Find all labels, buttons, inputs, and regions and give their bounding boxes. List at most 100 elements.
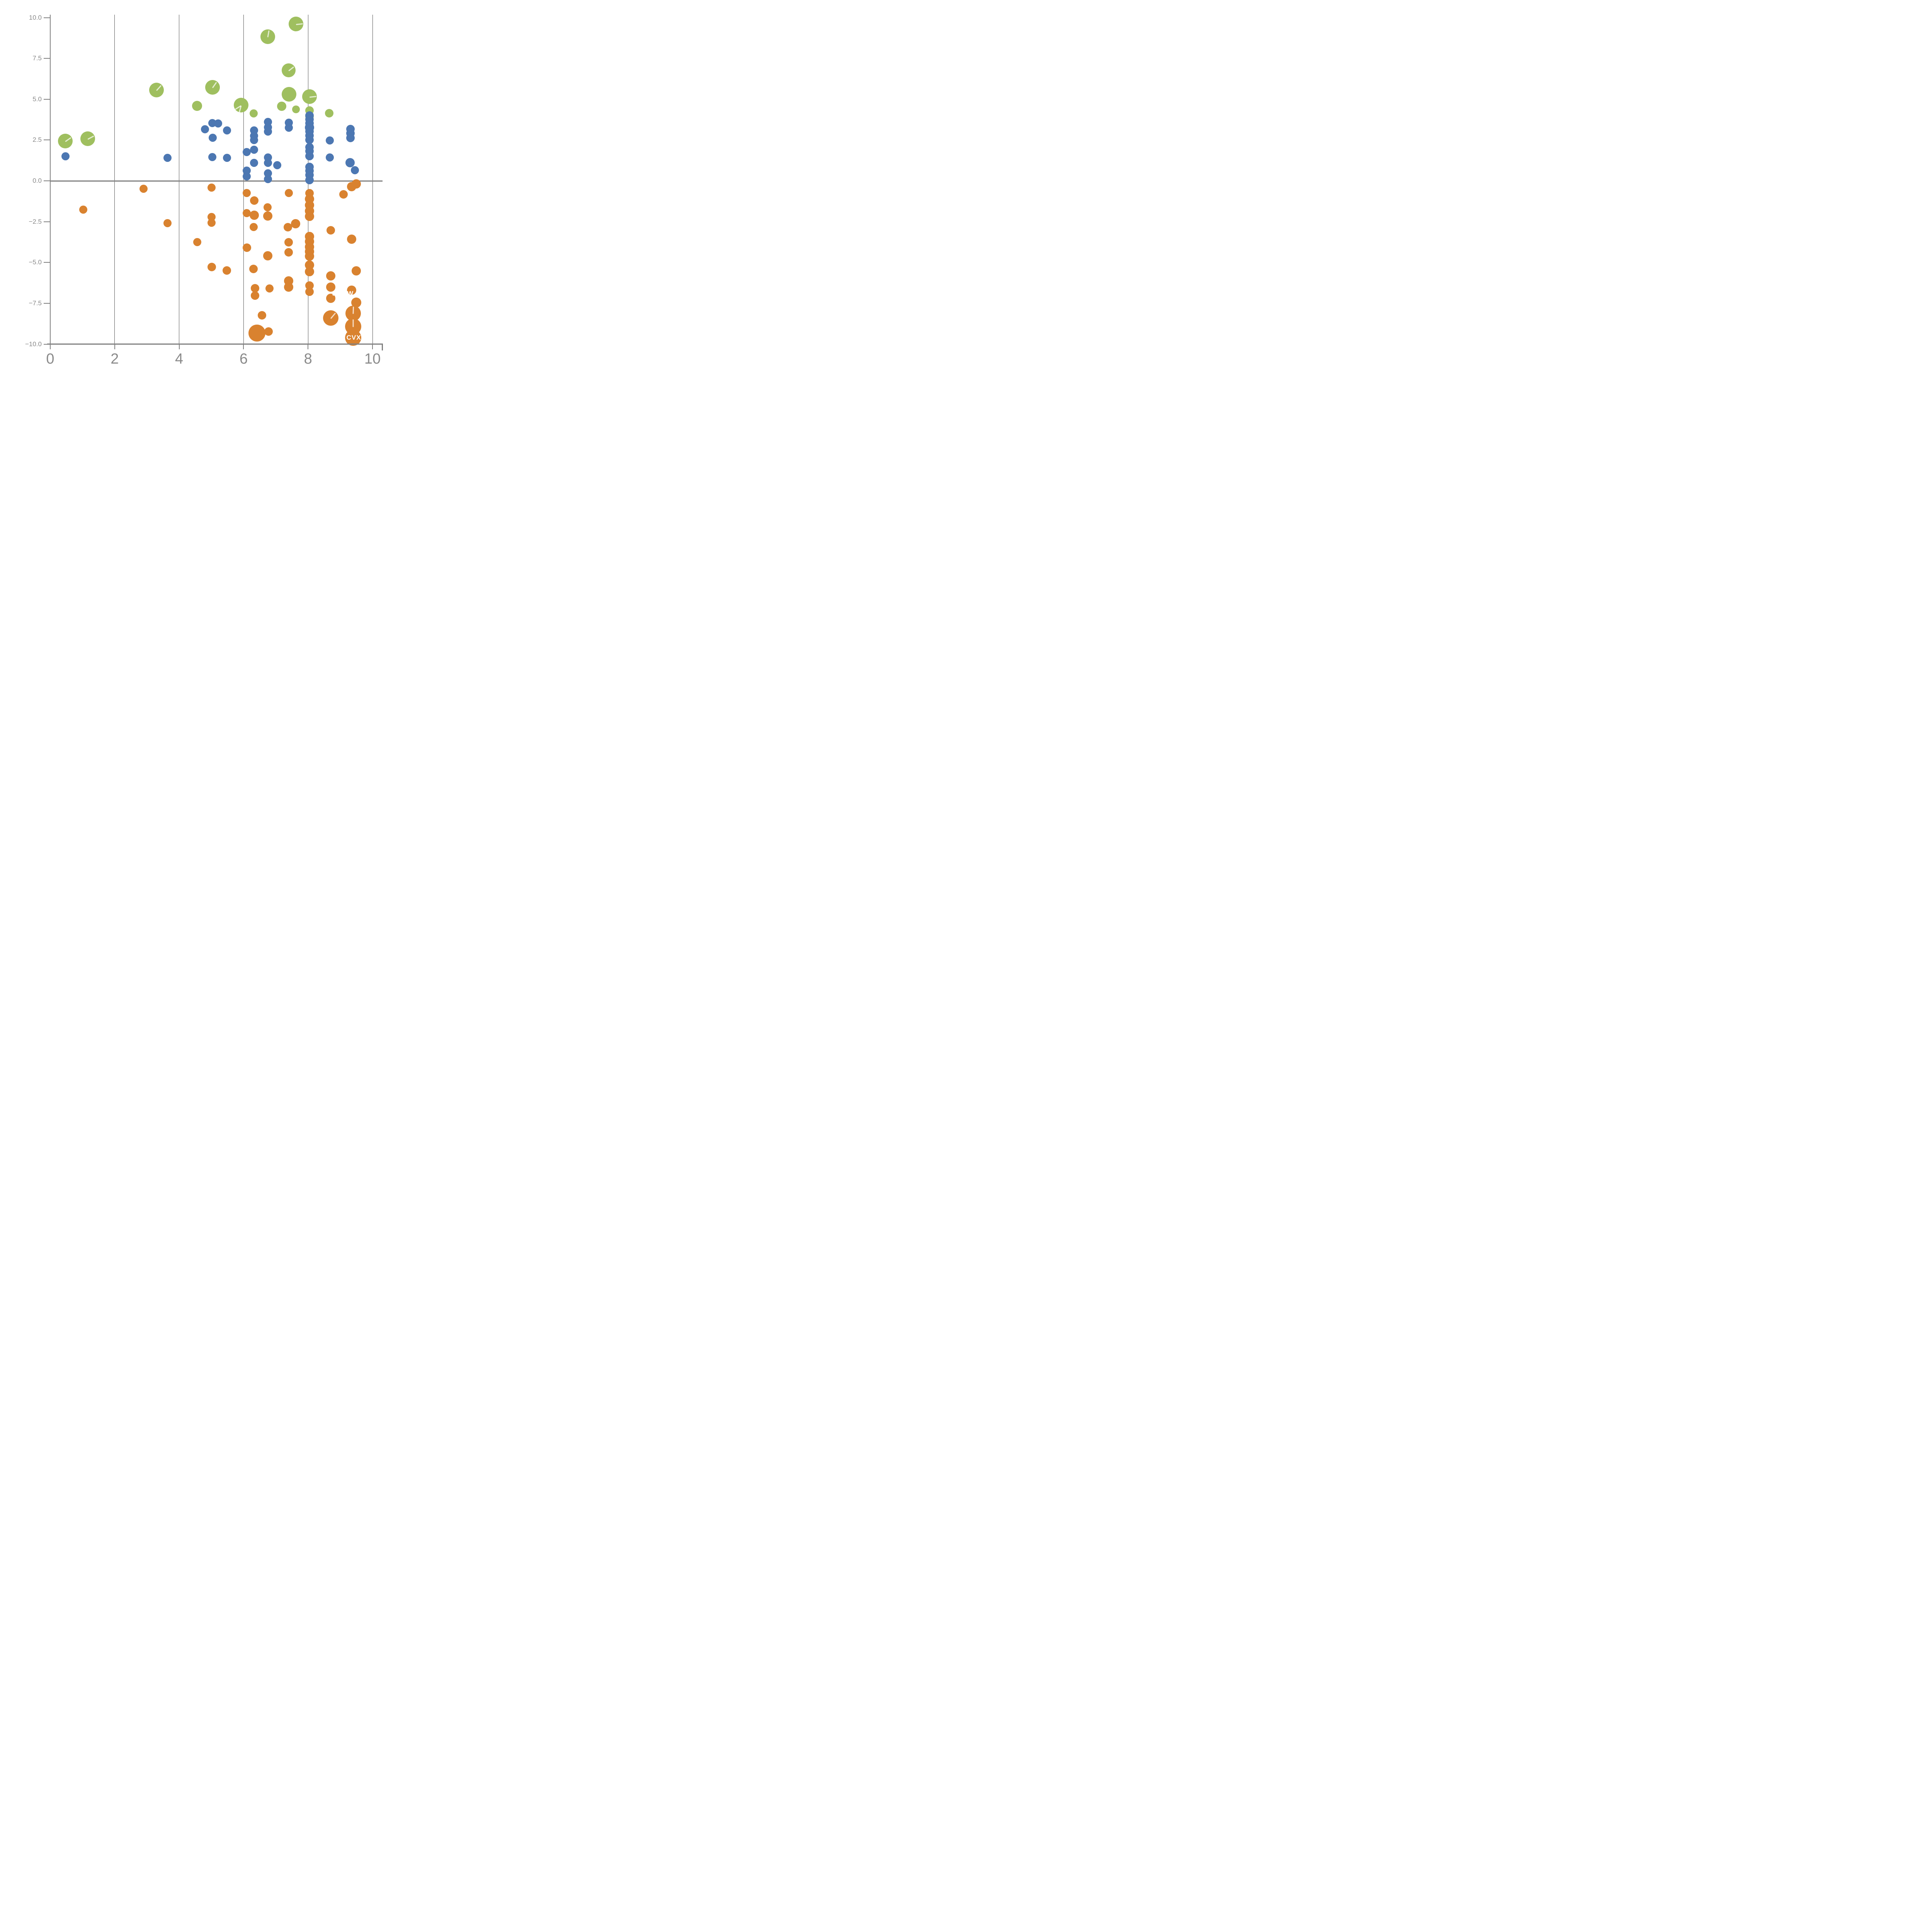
- data-point-blue[interactable]: [223, 153, 231, 162]
- data-point-orange[interactable]: [326, 294, 335, 303]
- data-point-blue[interactable]: [163, 153, 172, 162]
- data-point-orange[interactable]: [304, 212, 314, 221]
- y-tick: [44, 344, 50, 345]
- data-point-orange[interactable]: [163, 219, 172, 228]
- data-point-orange[interactable]: [339, 190, 348, 199]
- data-point-orange[interactable]: [347, 286, 356, 295]
- data-point-orange[interactable]: [207, 184, 216, 192]
- data-point-blue[interactable]: [305, 151, 314, 160]
- data-point-orange[interactable]: [79, 205, 87, 214]
- data-point-green[interactable]: [249, 109, 258, 117]
- data-point-orange[interactable]: [305, 287, 314, 296]
- y-tick-label: 0.0: [32, 177, 42, 184]
- data-point-orange[interactable]: [284, 223, 293, 231]
- data-point-orange[interactable]: [326, 282, 335, 292]
- data-point-orange[interactable]: [345, 330, 361, 346]
- bubble-leader-line: [288, 66, 294, 72]
- data-point-orange[interactable]: [249, 211, 259, 220]
- y-tick-label: 5.0: [32, 95, 42, 103]
- data-point-green[interactable]: [281, 87, 296, 102]
- data-point-blue[interactable]: [250, 159, 258, 167]
- data-point-green[interactable]: [80, 131, 95, 146]
- y-tick: [44, 262, 50, 263]
- data-point-green[interactable]: [192, 100, 202, 111]
- y-tick-label: 7.5: [32, 54, 42, 62]
- y-tick: [44, 99, 50, 100]
- y-tick-label: −5.0: [29, 259, 42, 266]
- data-point-blue[interactable]: [345, 158, 355, 167]
- data-point-orange[interactable]: [304, 252, 314, 261]
- data-point-orange[interactable]: [207, 262, 216, 271]
- data-point-orange[interactable]: [264, 203, 272, 212]
- data-point-green[interactable]: [149, 82, 164, 97]
- data-point-blue[interactable]: [326, 153, 334, 162]
- data-point-blue[interactable]: [250, 136, 258, 145]
- data-point-green[interactable]: [58, 133, 73, 148]
- data-point-blue[interactable]: [264, 175, 272, 184]
- data-point-orange[interactable]: [257, 311, 266, 320]
- data-point-blue[interactable]: [305, 135, 314, 144]
- data-point-orange[interactable]: [284, 238, 293, 247]
- data-point-orange[interactable]: [284, 189, 293, 197]
- data-point-orange[interactable]: [243, 209, 251, 218]
- data-point-orange[interactable]: [139, 185, 148, 193]
- data-point-orange[interactable]: [264, 327, 273, 336]
- data-point-green[interactable]: [233, 97, 248, 113]
- data-point-orange[interactable]: [284, 282, 294, 292]
- data-point-green[interactable]: [260, 29, 275, 44]
- data-point-orange[interactable]: [243, 189, 251, 197]
- data-point-green[interactable]: [205, 80, 220, 95]
- data-point-green[interactable]: [302, 89, 317, 104]
- data-point-blue[interactable]: [284, 123, 293, 132]
- data-point-orange[interactable]: [304, 267, 314, 276]
- data-point-blue[interactable]: [273, 161, 282, 169]
- data-point-orange[interactable]: [250, 284, 259, 293]
- x-tick-label: 4: [175, 351, 184, 367]
- data-point-blue[interactable]: [326, 136, 334, 145]
- data-point-blue[interactable]: [264, 159, 272, 167]
- bubble-leader-line: [65, 137, 71, 142]
- data-point-blue[interactable]: [250, 146, 258, 154]
- data-point-blue[interactable]: [243, 148, 251, 156]
- data-point-blue[interactable]: [61, 152, 70, 160]
- data-point-green[interactable]: [325, 109, 334, 117]
- x-tick: [243, 344, 244, 349]
- data-point-blue[interactable]: [223, 126, 231, 134]
- data-point-orange[interactable]: [263, 251, 272, 260]
- data-point-orange[interactable]: [291, 219, 300, 228]
- data-point-green[interactable]: [288, 16, 303, 31]
- data-point-orange[interactable]: [248, 324, 265, 342]
- data-point-orange[interactable]: [242, 243, 251, 252]
- data-point-green[interactable]: [282, 63, 296, 78]
- ticker-label-cvx: CVX: [346, 333, 361, 341]
- data-point-orange[interactable]: [352, 179, 361, 189]
- gridline-x10: [372, 15, 373, 344]
- data-point-orange[interactable]: [352, 266, 361, 276]
- data-point-orange[interactable]: [326, 226, 335, 235]
- data-point-blue[interactable]: [214, 119, 222, 128]
- data-point-orange[interactable]: [193, 238, 201, 247]
- data-point-orange[interactable]: [323, 310, 338, 326]
- data-point-blue[interactable]: [201, 125, 209, 134]
- data-point-orange[interactable]: [347, 235, 356, 244]
- data-point-green[interactable]: [292, 105, 300, 113]
- data-point-blue[interactable]: [208, 153, 216, 161]
- data-point-orange[interactable]: [250, 291, 259, 300]
- data-point-orange[interactable]: [223, 266, 231, 275]
- data-point-orange[interactable]: [249, 265, 258, 274]
- data-point-orange[interactable]: [207, 219, 216, 227]
- data-point-blue[interactable]: [305, 175, 314, 184]
- data-point-green[interactable]: [277, 101, 286, 111]
- data-point-orange[interactable]: [326, 271, 335, 281]
- data-point-blue[interactable]: [208, 133, 217, 142]
- data-point-blue[interactable]: [350, 166, 359, 174]
- data-point-orange[interactable]: [265, 284, 274, 293]
- data-point-blue[interactable]: [346, 134, 355, 143]
- data-point-blue[interactable]: [264, 128, 272, 136]
- data-point-orange[interactable]: [250, 196, 259, 205]
- data-point-orange[interactable]: [263, 211, 272, 221]
- data-point-orange[interactable]: [284, 248, 293, 257]
- data-point-orange[interactable]: [249, 223, 258, 231]
- data-point-blue[interactable]: [243, 172, 251, 180]
- y-tick: [44, 303, 50, 304]
